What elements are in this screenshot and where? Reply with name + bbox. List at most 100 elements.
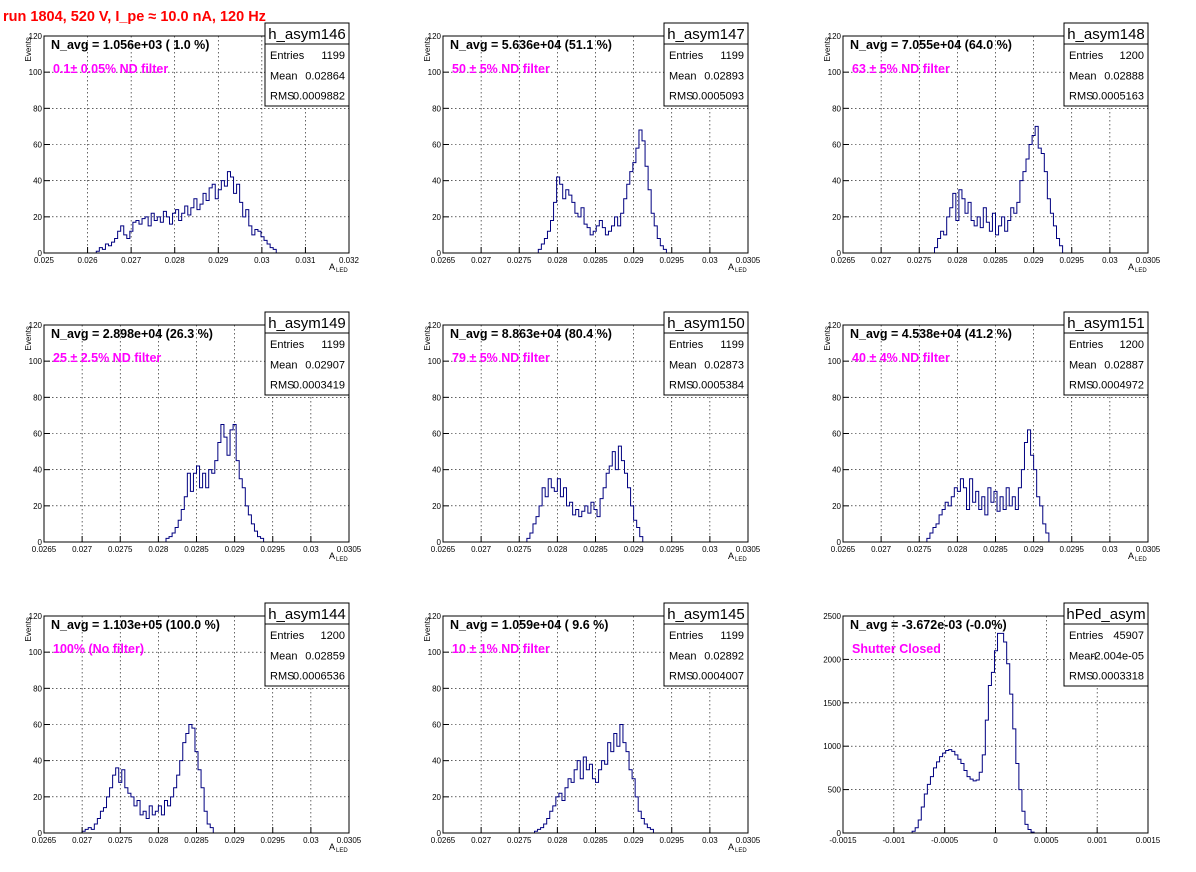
y-tick-label: 80 [432, 393, 441, 402]
y-tick-label: 80 [33, 393, 42, 402]
x-tick-label: 0.027 [72, 545, 93, 554]
x-tick-label: 0.029 [208, 256, 229, 265]
y-tick-label: 20 [832, 213, 841, 222]
y-tick-label: 40 [832, 466, 841, 475]
histogram-panel-h_asym148: 0.0265 0.027 0.0275 0.028 0.0285 0.029 0.0295 0… [823, 22, 1161, 274]
x-tick-label: 0.0275 [507, 836, 532, 845]
histogram-panel-h_asym146: 0.025 0.026 0.027 0.028 0.029 0.03 0.031 0.032 0… [24, 22, 360, 274]
x-axis-label-subscript: LED [735, 268, 747, 274]
stats-value: 0.02864 [305, 70, 345, 82]
y-tick-label: 80 [832, 104, 841, 113]
stats-key: Mean [669, 70, 697, 82]
stats-value: 0.0005384 [692, 380, 744, 392]
y-tick-label: 80 [832, 393, 841, 402]
y-axis-label: Events [423, 617, 432, 641]
x-axis-label-subscript: LED [735, 848, 747, 854]
x-axis-label-subscript: LED [735, 557, 747, 563]
x-tick-label: 0.0265 [431, 545, 456, 554]
y-tick-label: 20 [432, 793, 441, 802]
stats-key: Entries [669, 339, 704, 351]
y-tick-label: 60 [33, 430, 42, 439]
histogram-line [534, 724, 654, 833]
stats-key: Entries [669, 630, 704, 642]
x-tick-label: 0.0305 [736, 256, 761, 265]
x-tick-label: 0.03 [702, 256, 718, 265]
stats-value: 1200 [1120, 339, 1144, 351]
x-tick-label: 0.029 [1024, 256, 1045, 265]
y-tick-label: 20 [33, 213, 42, 222]
x-tick-label: 0.027 [471, 256, 492, 265]
y-tick-label: 40 [432, 466, 441, 475]
y-tick-label: 120 [828, 32, 842, 41]
x-tick-label: 0.028 [148, 545, 169, 554]
x-tick-label: 0.0305 [1136, 256, 1161, 265]
stats-key: RMS [669, 671, 693, 683]
x-tick-label: 0.027 [471, 836, 492, 845]
filter-label: 10 ± 1% ND filter [452, 642, 550, 656]
y-tick-label: 60 [832, 141, 841, 150]
x-tick-label: 0.03 [303, 545, 319, 554]
y-tick-label: 20 [33, 793, 42, 802]
y-tick-label: 60 [432, 430, 441, 439]
x-tick-label: 0.0305 [337, 836, 362, 845]
y-tick-label: 100 [828, 357, 842, 366]
x-tick-label: 0.0275 [507, 545, 532, 554]
stats-key: Entries [270, 339, 305, 351]
x-tick-label: 0.031 [295, 256, 316, 265]
x-tick-label: 0.027 [72, 836, 93, 845]
x-tick-label: 0.032 [339, 256, 360, 265]
stats-value: 0.02859 [305, 650, 345, 662]
y-axis-label: Events [823, 37, 832, 61]
stats-box [1063, 311, 1149, 396]
filter-label: 63 ± 5% ND filter [852, 62, 950, 76]
stats-key: RMS [669, 91, 693, 103]
y-tick-label: 60 [432, 721, 441, 730]
stats-value: 0.0004007 [692, 671, 744, 683]
stats-value: 1199 [720, 630, 744, 642]
y-tick-label: 20 [832, 502, 841, 511]
y-tick-label: 0 [437, 249, 442, 258]
x-tick-label: 0.0305 [337, 545, 362, 554]
x-tick-label: 0.0285 [184, 545, 209, 554]
y-tick-label: 500 [828, 786, 842, 795]
y-tick-label: 40 [432, 757, 441, 766]
stats-key: Mean [669, 650, 697, 662]
y-tick-label: 100 [29, 68, 43, 77]
x-tick-label: 0.026 [78, 256, 99, 265]
x-tick-label: 0.028 [547, 256, 568, 265]
x-tick-label: 0.0305 [736, 545, 761, 554]
filter-label: 50 ± 5% ND filter [452, 62, 550, 76]
stats-value: 45907 [1113, 630, 1144, 642]
stats-value: 0.0003419 [293, 380, 345, 392]
y-tick-label: 120 [29, 321, 43, 330]
run-title: run 1804, 520 V, I_pe ≈ 10.0 nA, 120 Hz [3, 9, 266, 25]
y-tick-label: 0 [437, 829, 442, 838]
stats-value: 0.02907 [305, 359, 345, 371]
x-tick-label: 0.0295 [1060, 256, 1085, 265]
x-tick-label: 0.028 [165, 256, 186, 265]
y-tick-label: 100 [29, 648, 43, 657]
stats-value: 0.02887 [1104, 359, 1144, 371]
y-tick-label: 20 [432, 213, 441, 222]
y-axis-label: Events [24, 37, 33, 61]
stats-value: 0.0006536 [293, 671, 345, 683]
filter-label: 25 ± 2.5% ND filter [53, 351, 161, 365]
x-tick-label: 0.029 [624, 545, 645, 554]
navg-label: N_avg = 2.898e+04 (26.3 %) [51, 327, 213, 341]
x-tick-label: 0.0295 [261, 836, 286, 845]
x-tick-label: 0.0275 [907, 256, 932, 265]
y-tick-label: 100 [428, 648, 442, 657]
stats-value: 0.0004972 [1092, 380, 1144, 392]
stats-title: h_asym151 [1067, 315, 1145, 332]
navg-label: N_avg = 4.538e+04 (41.2 %) [850, 327, 1012, 341]
navg-label: N_avg = 1.103e+05 (100.0 %) [51, 618, 220, 632]
stats-value: 1200 [321, 630, 345, 642]
y-tick-label: 80 [432, 104, 441, 113]
stats-value: 0.0005163 [1092, 91, 1144, 103]
x-tick-label: 0.029 [624, 256, 645, 265]
histogram-line [911, 632, 1035, 833]
x-tick-label: 0.027 [871, 256, 892, 265]
y-axis-label: Events [823, 326, 832, 350]
stats-key: RMS [270, 91, 294, 103]
histogram-line [926, 429, 1050, 543]
